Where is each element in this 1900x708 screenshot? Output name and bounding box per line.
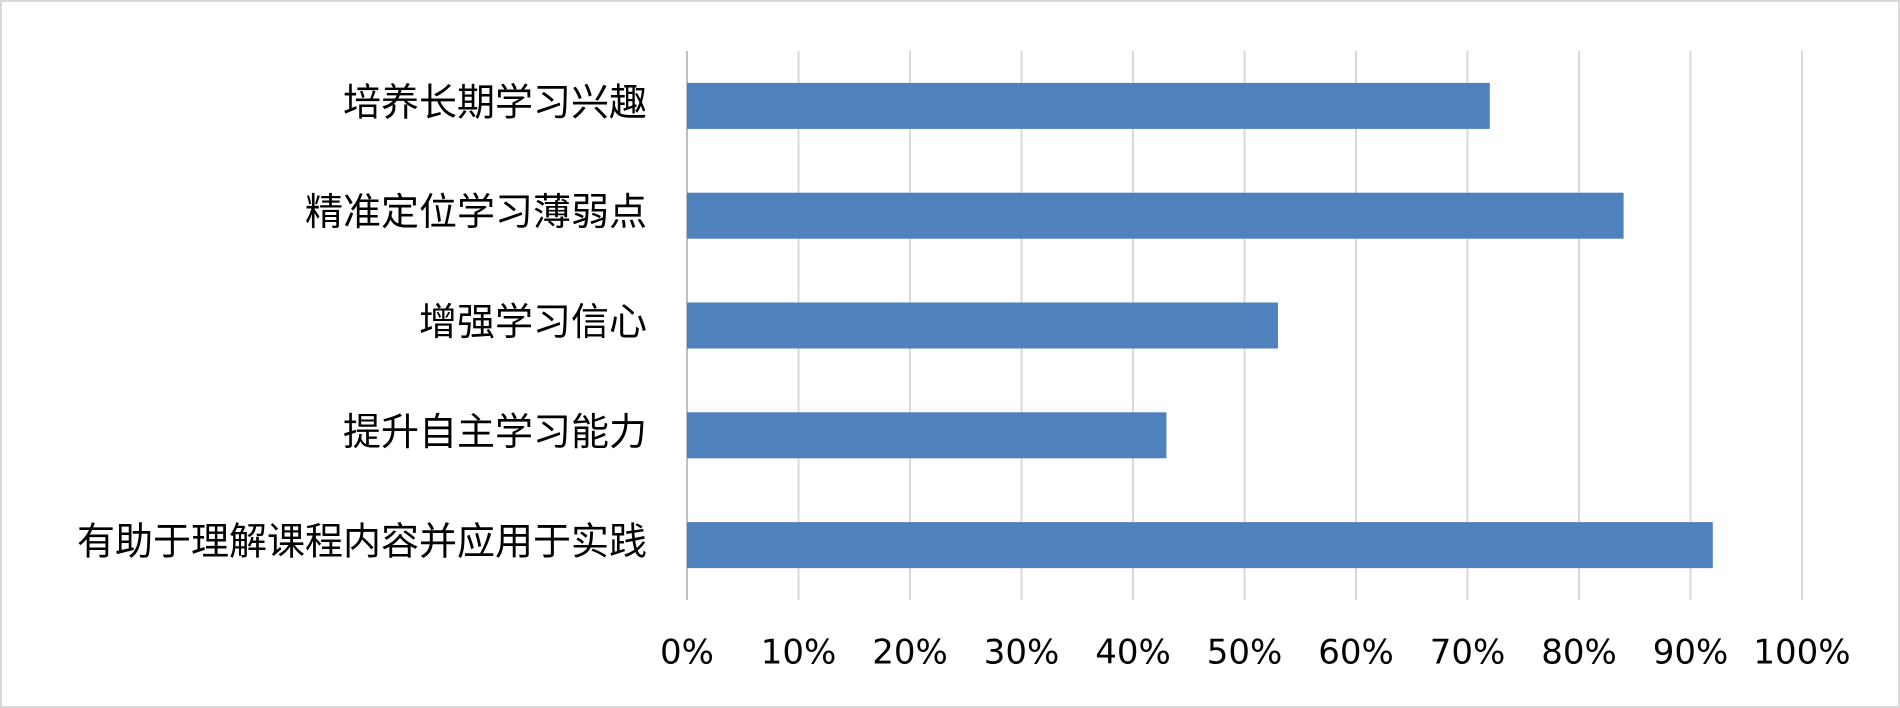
x-tick-label: 40% — [1095, 633, 1171, 673]
x-tick-label: 0% — [660, 633, 714, 673]
x-tick-label: 50% — [1207, 633, 1283, 673]
x-tick-label: 30% — [984, 633, 1060, 673]
x-tick-label: 60% — [1318, 633, 1394, 673]
x-tick-label: 70% — [1430, 633, 1506, 673]
bar — [687, 522, 1713, 569]
x-tick-label: 80% — [1541, 633, 1617, 673]
y-tick-label: 增强学习信心 — [419, 300, 647, 344]
x-tick-label: 100% — [1753, 633, 1850, 673]
y-tick-label: 有助于理解课程内容并应用于实践 — [77, 520, 647, 564]
y-tick-label: 培养长期学习兴趣 — [343, 80, 647, 124]
bar — [687, 412, 1167, 459]
y-tick-label: 提升自主学习能力 — [343, 410, 647, 454]
x-tick-label: 90% — [1653, 633, 1729, 673]
x-tick-label: 10% — [761, 633, 837, 673]
bar — [687, 192, 1624, 239]
y-tick-label: 精准定位学习薄弱点 — [305, 190, 647, 234]
bar — [687, 302, 1278, 349]
bar — [687, 82, 1490, 129]
x-tick-label: 20% — [872, 633, 948, 673]
